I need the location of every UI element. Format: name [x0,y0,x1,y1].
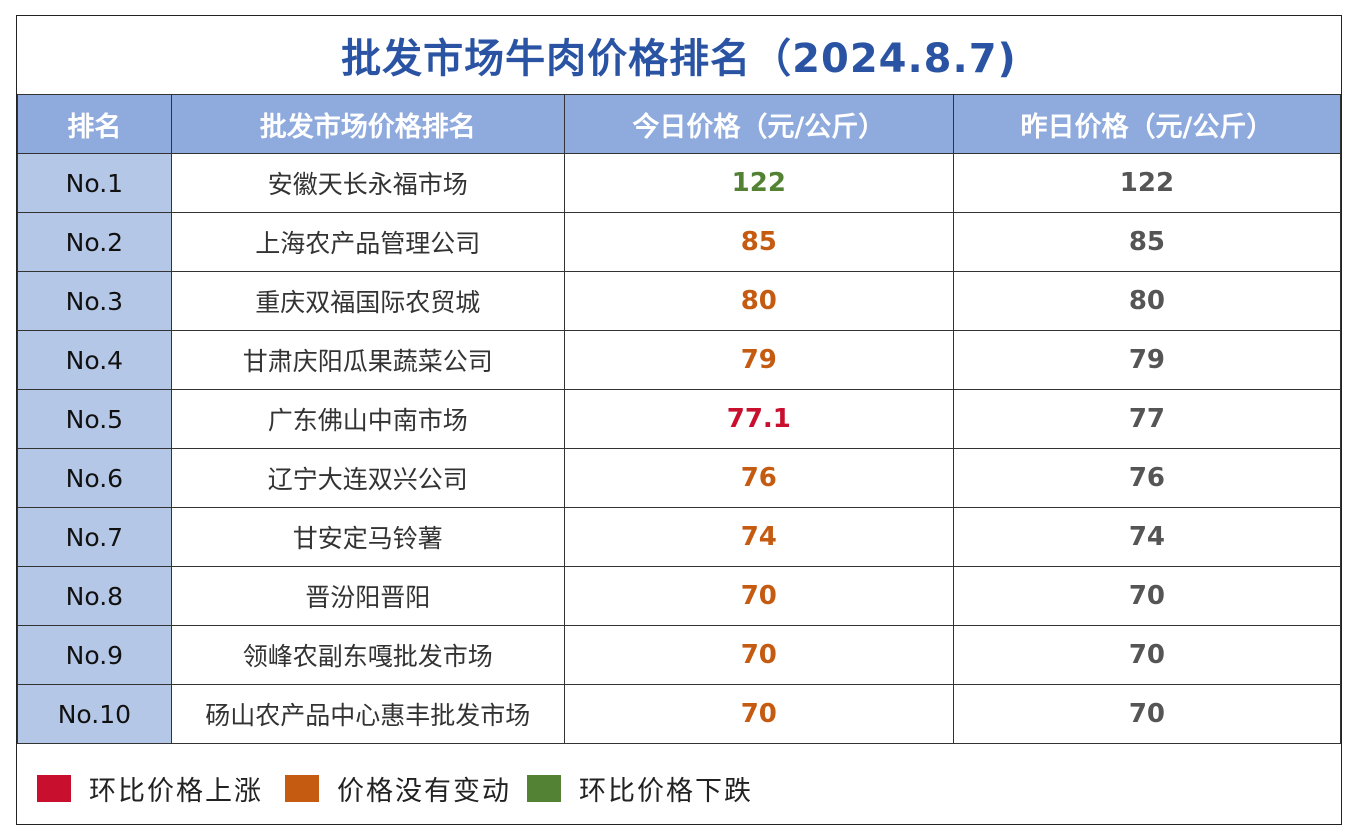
today-price-cell: 77.1 [563,389,954,449]
yesterday-price-cell: 70 [952,684,1342,744]
table-row: No.5 广东佛山中南市场 77.1 77 [17,389,1342,449]
legend-item-unchanged: 价格没有变动 [285,769,511,808]
market-name-cell: 晋汾阳晋阳 [170,566,565,626]
yesterday-price-cell: 80 [952,271,1342,331]
legend-item-up: 环比价格上涨 [37,769,263,808]
yesterday-price-cell: 85 [952,212,1342,272]
rank-cell: No.2 [17,212,172,272]
yesterday-price-cell: 70 [952,566,1342,626]
column-header-market: 批发市场价格排名 [170,94,565,154]
rank-cell: No.10 [17,684,172,744]
rank-cell: No.7 [17,507,172,567]
ranking-frame: 批发市场牛肉价格排名（2024.8.7) 排名 批发市场价格排名 今日价格（元/… [16,15,1342,825]
yesterday-price-cell: 76 [952,448,1342,508]
yesterday-price-cell: 79 [952,330,1342,390]
market-name-cell: 领峰农副东嘎批发市场 [170,625,565,685]
today-price-cell: 74 [563,507,954,567]
today-price-cell: 70 [563,625,954,685]
legend-item-down: 环比价格下跌 [527,769,753,808]
today-price-cell: 85 [563,212,954,272]
table-row: No.2 上海农产品管理公司 85 85 [17,212,1342,272]
table-body: No.1 安徽天长永福市场 122 122 No.2 上海农产品管理公司 85 85 No.3 重… [17,153,1342,744]
column-header-rank: 排名 [17,94,172,154]
table-row: No.6 辽宁大连双兴公司 76 76 [17,448,1342,508]
rank-cell: No.6 [17,448,172,508]
market-name-cell: 重庆双福国际农贸城 [170,271,565,331]
market-name-cell: 甘肃庆阳瓜果蔬菜公司 [170,330,565,390]
table-row: No.3 重庆双福国际农贸城 80 80 [17,271,1342,331]
today-price-cell: 70 [563,684,954,744]
legend-label-up: 环比价格上涨 [89,775,263,807]
market-name-cell: 甘安定马铃薯 [170,507,565,567]
rank-cell: No.1 [17,153,172,213]
ranking-table: 排名 批发市场价格排名 今日价格（元/公斤） 昨日价格（元/公斤） No.1 安徽… [17,94,1342,744]
page-title: 批发市场牛肉价格排名（2024.8.7) [341,36,1017,82]
rank-cell: No.9 [17,625,172,685]
legend-label-down: 环比价格下跌 [579,775,753,807]
rank-cell: No.5 [17,389,172,449]
table-row: No.10 砀山农产品中心惠丰批发市场 70 70 [17,684,1342,744]
market-name-cell: 安徽天长永福市场 [170,153,565,213]
legend-swatch-up [37,774,71,802]
today-price-cell: 70 [563,566,954,626]
table-row: No.1 安徽天长永福市场 122 122 [17,153,1342,213]
today-price-cell: 80 [563,271,954,331]
yesterday-price-cell: 74 [952,507,1342,567]
legend-swatch-down [527,774,561,802]
legend: 环比价格上涨 价格没有变动 环比价格下跌 [17,752,1341,824]
rank-cell: No.8 [17,566,172,626]
column-header-today-price: 今日价格（元/公斤） [563,94,954,154]
market-name-cell: 上海农产品管理公司 [170,212,565,272]
table-row: No.4 甘肃庆阳瓜果蔬菜公司 79 79 [17,330,1342,390]
table-row: No.7 甘安定马铃薯 74 74 [17,507,1342,567]
rank-cell: No.4 [17,330,172,390]
market-name-cell: 辽宁大连双兴公司 [170,448,565,508]
table-row: No.9 领峰农副东嘎批发市场 70 70 [17,625,1342,685]
legend-swatch-unchanged [285,774,319,802]
yesterday-price-cell: 70 [952,625,1342,685]
table-header-row: 排名 批发市场价格排名 今日价格（元/公斤） 昨日价格（元/公斤） [17,94,1342,154]
table-row: No.8 晋汾阳晋阳 70 70 [17,566,1342,626]
today-price-cell: 122 [563,153,954,213]
column-header-yesterday-price: 昨日价格（元/公斤） [952,94,1342,154]
market-name-cell: 砀山农产品中心惠丰批发市场 [170,684,565,744]
market-name-cell: 广东佛山中南市场 [170,389,565,449]
rank-cell: No.3 [17,271,172,331]
today-price-cell: 76 [563,448,954,508]
yesterday-price-cell: 122 [952,153,1342,213]
legend-label-unchanged: 价格没有变动 [337,775,511,807]
yesterday-price-cell: 77 [952,389,1342,449]
today-price-cell: 79 [563,330,954,390]
